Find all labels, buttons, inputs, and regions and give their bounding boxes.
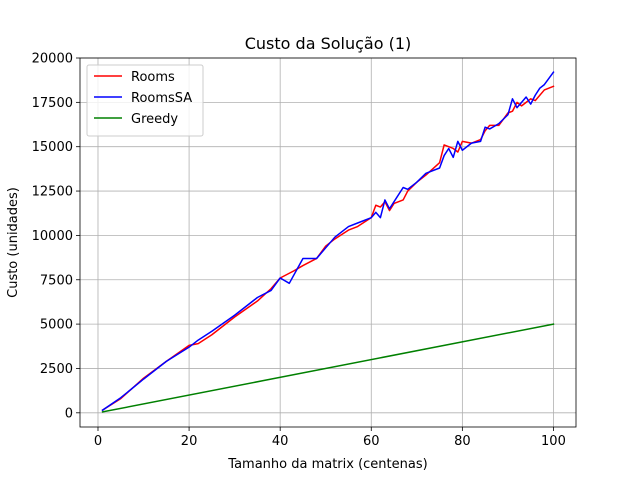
- series-layer: [101, 71, 555, 413]
- x-tick-label: 60: [363, 434, 380, 449]
- legend: Rooms RoomsSA Greedy: [86, 64, 204, 137]
- x-axis-label: Tamanho da matrix (centenas): [227, 457, 427, 472]
- y-tick-label: 17500: [32, 96, 73, 111]
- y-axis-label: Custo (unidades): [6, 187, 21, 298]
- y-tick-label: 2500: [40, 362, 73, 377]
- ticks: 0 20 40 60 80 100 0 2500 5000 7500 10000 12500 15000…: [32, 52, 566, 450]
- y-tick-label: 20000: [32, 52, 73, 67]
- series-line-rooms: [101, 85, 555, 412]
- legend-label-greedy: Greedy: [131, 112, 178, 127]
- y-tick-label: 15000: [32, 140, 73, 155]
- x-tick-label: 0: [94, 434, 102, 449]
- y-tick-label: 5000: [40, 318, 73, 333]
- y-tick-label: 10000: [32, 229, 73, 244]
- x-tick-label: 20: [181, 434, 198, 449]
- y-tick-label: 0: [65, 406, 73, 421]
- plot-frame: [79, 57, 577, 428]
- legend-label-rooms: Rooms: [131, 70, 175, 85]
- legend-label-roomssa: RoomsSA: [131, 91, 192, 106]
- x-tick-label: 80: [454, 434, 471, 449]
- x-tick-label: 40: [272, 434, 289, 449]
- series-line-greedy: [101, 323, 555, 413]
- series-line-roomssa: [101, 71, 555, 412]
- y-tick-label: 12500: [32, 185, 73, 200]
- chart-title: Custo da Solução (1): [245, 34, 412, 53]
- y-tick-label: 7500: [40, 273, 73, 288]
- x-tick-label: 100: [541, 434, 566, 449]
